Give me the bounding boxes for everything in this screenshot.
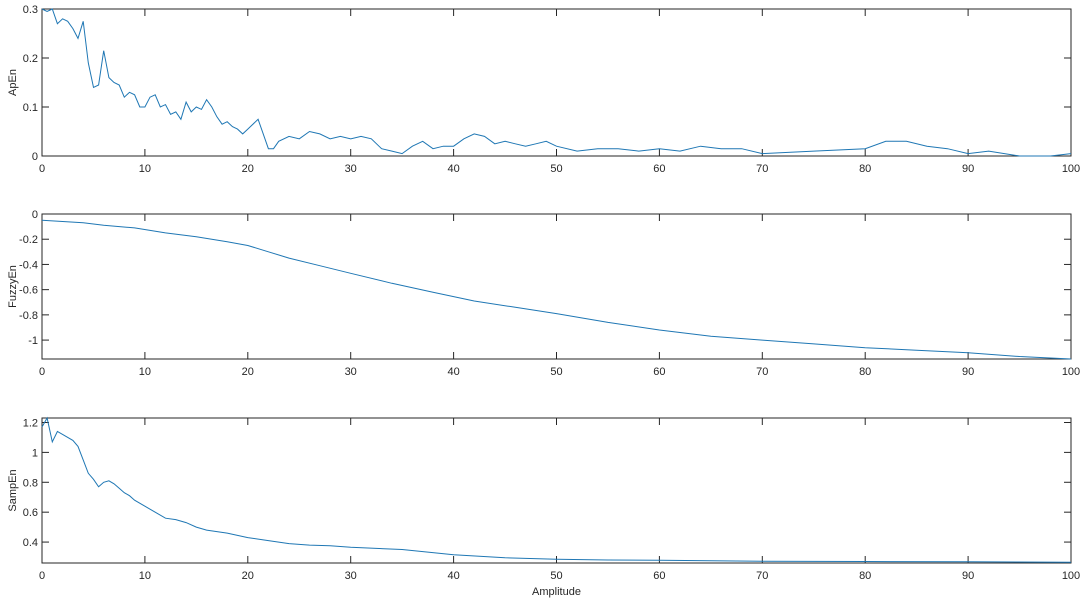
- sampen-xtick-label: 30: [345, 570, 357, 582]
- fuzzyen-xtick-label: 100: [1062, 366, 1080, 378]
- sampen-series-line: [41, 416, 1072, 563]
- fuzzyen-xtick-label: 10: [139, 366, 151, 378]
- apen-series-line: [41, 8, 1072, 157]
- fuzzyen-ytick-label: -0.6: [19, 285, 38, 297]
- sampen-ytick-label: 1: [32, 447, 38, 459]
- apen-xtick-label: 0: [39, 163, 45, 175]
- apen-xtick-label: 40: [447, 163, 459, 175]
- fuzzyen-xtick-label: 50: [550, 366, 562, 378]
- sampen-axes-box: [41, 417, 1072, 564]
- sampen-xtick-label: 10: [139, 570, 151, 582]
- fuzzyen-series-line: [41, 219, 1072, 360]
- apen-xtick-label: 20: [242, 163, 254, 175]
- sampen-xtick-label: 80: [859, 570, 871, 582]
- apen-xtick-label: 50: [550, 163, 562, 175]
- sampen-xtick-label: 20: [242, 570, 254, 582]
- apen-xtick-label: 80: [859, 163, 871, 175]
- apen-ytick-label: 0.1: [23, 102, 38, 114]
- sampen-xtick-label: 90: [962, 570, 974, 582]
- sampen-xlabel: Amplitude: [532, 586, 581, 598]
- sampen-xtick-label: 50: [550, 570, 562, 582]
- fuzzyen-ylabel: FuzzyEn: [7, 265, 19, 308]
- fuzzyen-ytick-label: 0: [32, 209, 38, 221]
- fuzzyen-ytick-label: -0.8: [19, 310, 38, 322]
- sampen-ytick-label: 0.6: [23, 507, 38, 519]
- fuzzyen-xtick-label: 20: [242, 366, 254, 378]
- apen-ytick-label: 0: [32, 151, 38, 163]
- fuzzyen-xtick-label: 70: [756, 366, 768, 378]
- sampen-xtick-label: 100: [1062, 570, 1080, 582]
- fuzzyen-xtick-label: 60: [653, 366, 665, 378]
- fuzzyen-xtick-label: 40: [447, 366, 459, 378]
- apen-ylabel: ApEn: [7, 69, 19, 96]
- apen-xtick-label: 10: [139, 163, 151, 175]
- apen-xtick-label: 100: [1062, 163, 1080, 175]
- sampen-ytick-label: 0.4: [23, 537, 38, 549]
- fuzzyen-axes-box: [41, 213, 1072, 360]
- apen-panel: 0 10 20 30 40 50 60 70 80 90 100 0 0.1 0.2 0.3 ApEn: [7, 4, 1080, 175]
- sampen-xtick-label: 0: [39, 570, 45, 582]
- sampen-xtick-label: 70: [756, 570, 768, 582]
- fuzzyen-panel: 0 10 20 30 40 50 60 70 80 90 100 -1 -0.8 -0.6 -0.4 -0.2…: [7, 209, 1080, 378]
- apen-axes-box: [41, 8, 1072, 157]
- fuzzyen-xtick-label: 30: [345, 366, 357, 378]
- apen-xtick-label: 70: [756, 163, 768, 175]
- apen-xtick-label: 30: [345, 163, 357, 175]
- sampen-ylabel: SampEn: [7, 469, 19, 511]
- fuzzyen-ytick-label: -0.4: [19, 259, 38, 271]
- sampen-ytick-label: 1.2: [23, 417, 38, 429]
- sampen-ytick-label: 0.8: [23, 477, 38, 489]
- fuzzyen-ytick-label: -0.2: [19, 234, 38, 246]
- fuzzyen-xtick-label: 90: [962, 366, 974, 378]
- apen-ytick-label: 0.2: [23, 53, 38, 65]
- apen-xtick-label: 90: [962, 163, 974, 175]
- sampen-xtick-label: 60: [653, 570, 665, 582]
- apen-xtick-label: 60: [653, 163, 665, 175]
- apen-ytick-label: 0.3: [23, 4, 38, 16]
- sampen-xtick-label: 40: [447, 570, 459, 582]
- fuzzyen-ytick-label: -1: [28, 335, 38, 347]
- sampen-panel: 0 10 20 30 40 50 60 70 80 90 100 0.4 0.6 0.8 1 1.2 SampE…: [7, 416, 1080, 598]
- fuzzyen-xtick-label: 0: [39, 366, 45, 378]
- fuzzyen-xtick-label: 80: [859, 366, 871, 378]
